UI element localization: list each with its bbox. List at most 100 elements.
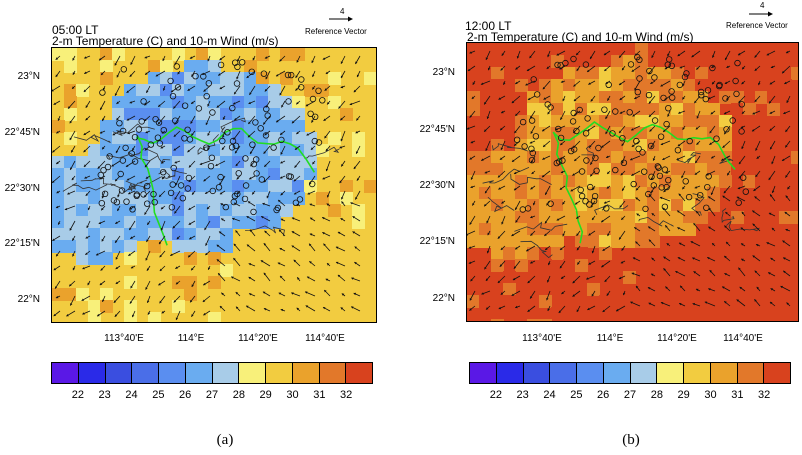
wind-arrow-head xyxy=(69,137,72,141)
wind-arrow-head xyxy=(515,113,518,116)
temperature-cell xyxy=(599,247,612,260)
temperature-cell xyxy=(503,175,516,188)
wind-arrow-head xyxy=(542,157,545,160)
temperature-cell xyxy=(76,228,89,241)
station-marker xyxy=(312,113,319,120)
temperature-cell xyxy=(659,139,672,152)
station-marker xyxy=(284,71,292,79)
wind-arrow-head xyxy=(783,111,786,115)
wind-arrow-head xyxy=(753,188,756,191)
wind-arrow-head xyxy=(515,81,518,84)
station-marker xyxy=(133,192,140,199)
station-marker xyxy=(738,128,745,135)
colorbar-swatch xyxy=(764,363,790,383)
wind-arrow-head xyxy=(542,86,546,90)
wind-arrow-head xyxy=(277,262,281,265)
wind-arrow-head xyxy=(695,160,698,164)
wind-arrow-head xyxy=(770,257,773,261)
temperature-cell xyxy=(76,180,89,193)
panel-a-map xyxy=(51,47,377,323)
temperature-cell xyxy=(196,48,209,61)
station-marker xyxy=(733,90,740,98)
wind-arrow-head xyxy=(724,131,727,135)
temperature-cell xyxy=(659,163,672,176)
wind-arrow-head xyxy=(652,158,656,161)
station-marker xyxy=(668,94,676,101)
wind-arrow-head xyxy=(173,148,177,151)
station-marker xyxy=(152,115,159,123)
station-marker xyxy=(661,203,669,210)
temperature-cell xyxy=(635,295,648,308)
wind-arrow-head xyxy=(322,217,325,220)
panel-b-reference-vector-value: 4 xyxy=(760,1,765,10)
temperature-cell xyxy=(503,283,516,296)
wind-arrow-head xyxy=(262,202,265,206)
temperature-cell xyxy=(635,67,648,80)
station-marker xyxy=(195,105,203,112)
temperature-cell xyxy=(515,151,528,164)
station-marker xyxy=(309,180,316,188)
temperature-cell xyxy=(503,247,516,260)
wind-arrow-head xyxy=(677,210,680,213)
temperature-cell xyxy=(88,168,101,181)
wind-arrow-head xyxy=(570,189,574,192)
station-marker xyxy=(264,112,271,119)
wind-arrow-head xyxy=(280,152,283,155)
wind-arrow-head xyxy=(560,247,563,250)
wind-arrow-head xyxy=(190,121,193,124)
temperature-cell xyxy=(539,319,552,321)
wind-arrow-head xyxy=(247,134,251,138)
wind-arrow-head xyxy=(352,231,355,234)
temperature-cell xyxy=(695,127,708,140)
wind-arrow-head xyxy=(53,102,57,105)
temperature-cell xyxy=(491,319,504,321)
wind-arrow-head xyxy=(207,267,211,270)
wind-arrow-head xyxy=(264,230,267,234)
temperature-cell xyxy=(623,223,636,236)
wind-arrow-head xyxy=(280,275,283,279)
wind-arrow-head xyxy=(233,102,236,105)
temperature-cell xyxy=(707,175,720,188)
temperature-cell xyxy=(184,156,197,169)
wind-arrow-head xyxy=(235,292,239,295)
panel-a-colorbar xyxy=(51,362,373,384)
wind-arrow-head xyxy=(340,307,344,310)
temperature-cell xyxy=(647,223,660,236)
wind-arrow-head xyxy=(353,292,357,296)
wind-arrow-head xyxy=(560,117,563,120)
temperature-cell xyxy=(172,156,185,169)
temperature-cell xyxy=(256,204,269,217)
wind-arrow-head xyxy=(177,71,180,75)
station-marker xyxy=(270,144,277,151)
temperature-cell xyxy=(112,144,125,157)
temperature-cell xyxy=(623,91,636,104)
wind-arrow-head xyxy=(325,168,329,172)
station-marker xyxy=(172,117,179,124)
temperature-cell xyxy=(587,163,600,176)
wind-arrow-head xyxy=(187,88,190,91)
wind-arrow-head xyxy=(530,215,533,219)
wind-arrow-head xyxy=(677,143,681,147)
wind-arrow-head xyxy=(236,306,239,309)
station-marker xyxy=(228,144,236,151)
station-marker xyxy=(192,73,199,80)
wind-arrow-head xyxy=(651,55,654,58)
wind-arrow-head xyxy=(356,178,360,181)
panel-a-time-label: 05:00 LT xyxy=(52,23,99,37)
wind-arrow-head xyxy=(768,177,771,180)
wind-arrow-head xyxy=(174,161,177,164)
wind-arrow-head xyxy=(55,295,59,299)
wind-arrow-head xyxy=(694,172,698,175)
wind-arrow-head xyxy=(619,82,622,85)
wind-arrow-head xyxy=(263,272,267,276)
wind-arrow-head xyxy=(130,266,134,269)
wind-arrow-head xyxy=(235,230,238,233)
wind-arrow-head xyxy=(604,68,607,71)
wind-arrow-head xyxy=(327,263,330,266)
temperature-cell xyxy=(100,72,113,85)
temperature-cell xyxy=(64,216,77,229)
temperature-cell xyxy=(539,211,552,224)
colorbar-tick-label: 32 xyxy=(758,389,771,401)
station-marker xyxy=(131,133,139,141)
temperature-cell xyxy=(52,168,65,181)
